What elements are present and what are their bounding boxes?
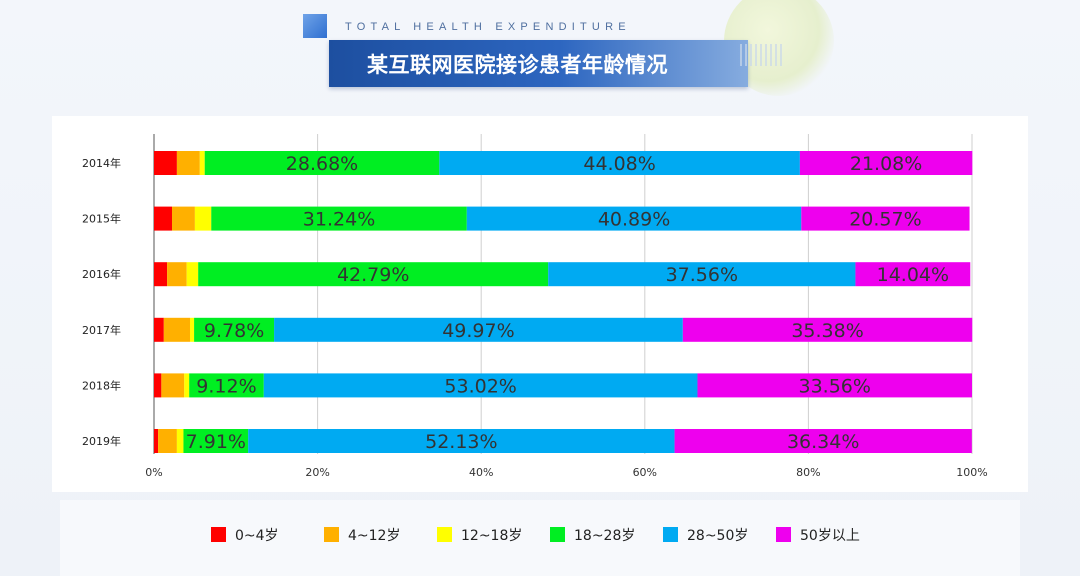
bar-segment bbox=[183, 429, 249, 453]
category-label: 2017年 bbox=[82, 323, 121, 337]
data-label: 35.38% bbox=[791, 320, 863, 342]
legend-swatch bbox=[550, 527, 565, 542]
bar-segment bbox=[194, 317, 275, 342]
legend-label: 4~12岁 bbox=[348, 528, 400, 544]
legend-label: 0~4岁 bbox=[235, 528, 279, 544]
bar-segment bbox=[163, 317, 190, 342]
bar-segment bbox=[176, 151, 200, 175]
legend-swatch bbox=[437, 527, 452, 542]
data-label: 28.68% bbox=[286, 153, 358, 175]
data-label: 36.34% bbox=[787, 431, 859, 453]
bar-segment bbox=[154, 262, 168, 287]
category-label: 2014年 bbox=[82, 156, 121, 170]
legend-swatch bbox=[211, 527, 226, 542]
data-label: 52.13% bbox=[425, 431, 497, 453]
bar-segment bbox=[248, 429, 675, 453]
legend-label: 18~28岁 bbox=[574, 528, 635, 544]
bar-segment bbox=[799, 151, 973, 175]
bar-segment bbox=[158, 429, 177, 453]
bar-segment bbox=[466, 206, 802, 231]
category-label: 2016年 bbox=[82, 267, 121, 281]
bar-segment bbox=[855, 262, 971, 287]
data-label: 31.24% bbox=[303, 209, 375, 231]
bar-segment bbox=[199, 151, 205, 175]
data-label: 40.89% bbox=[598, 209, 670, 231]
legend-label: 12~18岁 bbox=[461, 528, 522, 544]
bar-segment bbox=[161, 373, 185, 398]
bar-segment bbox=[154, 317, 164, 342]
bar-segment bbox=[154, 206, 172, 231]
legend-label: 50岁以上 bbox=[800, 528, 860, 544]
bar-segment bbox=[274, 317, 683, 342]
x-tick-label: 0% bbox=[145, 466, 162, 479]
bar-segment bbox=[154, 429, 159, 453]
category-label: 2019年 bbox=[82, 434, 121, 448]
bar-segment bbox=[186, 262, 199, 287]
data-label: 53.02% bbox=[444, 375, 516, 397]
bar-segment bbox=[189, 317, 195, 342]
x-tick-label: 80% bbox=[796, 466, 820, 479]
legend-swatch bbox=[776, 527, 791, 542]
bar-segment bbox=[176, 429, 184, 453]
bar-segment bbox=[682, 317, 973, 342]
x-tick-label: 40% bbox=[469, 466, 493, 479]
legend-swatch bbox=[324, 527, 339, 542]
bar-segment bbox=[548, 262, 856, 287]
data-label: 9.12% bbox=[196, 375, 256, 397]
chart-title: 某互联网医院接诊患者年龄情况 bbox=[367, 52, 668, 77]
data-label: 44.08% bbox=[583, 153, 655, 175]
data-label: 21.08% bbox=[850, 153, 922, 175]
data-label: 7.91% bbox=[186, 431, 246, 453]
bar-segment bbox=[263, 373, 698, 398]
bar-segment bbox=[204, 151, 440, 175]
bar-segment bbox=[439, 151, 800, 175]
decorative-stripes bbox=[740, 44, 784, 66]
bar-segment bbox=[167, 262, 187, 287]
bar-segment bbox=[189, 373, 264, 398]
data-label: 49.97% bbox=[442, 320, 514, 342]
decorative-square bbox=[303, 14, 327, 38]
bar-segment bbox=[801, 206, 970, 231]
bar-segment bbox=[194, 206, 212, 231]
x-tick-label: 20% bbox=[305, 466, 329, 479]
category-label: 2015年 bbox=[82, 212, 121, 226]
bar-segment bbox=[211, 206, 467, 231]
x-tick-label: 60% bbox=[633, 466, 657, 479]
legend-label: 28~50岁 bbox=[687, 528, 748, 544]
bar-segment bbox=[198, 262, 549, 287]
bar-segment bbox=[184, 373, 190, 398]
data-label: 20.57% bbox=[849, 209, 921, 231]
bar-segment bbox=[154, 151, 177, 175]
bar-segment bbox=[674, 429, 972, 453]
data-label: 37.56% bbox=[666, 264, 738, 286]
data-label: 42.79% bbox=[337, 264, 409, 286]
data-label: 14.04% bbox=[877, 264, 949, 286]
bar-segment bbox=[171, 206, 195, 231]
title-banner: 某互联网医院接诊患者年龄情况 bbox=[329, 40, 748, 87]
data-label: 33.56% bbox=[799, 375, 871, 397]
bar-segment bbox=[697, 373, 972, 398]
bar-segment bbox=[154, 373, 162, 398]
header-subtitle: TOTAL HEALTH EXPENDITURE bbox=[345, 21, 631, 33]
x-tick-label: 100% bbox=[956, 466, 987, 479]
category-label: 2018年 bbox=[82, 378, 121, 392]
data-label: 9.78% bbox=[204, 320, 264, 342]
legend-swatch bbox=[663, 527, 678, 542]
